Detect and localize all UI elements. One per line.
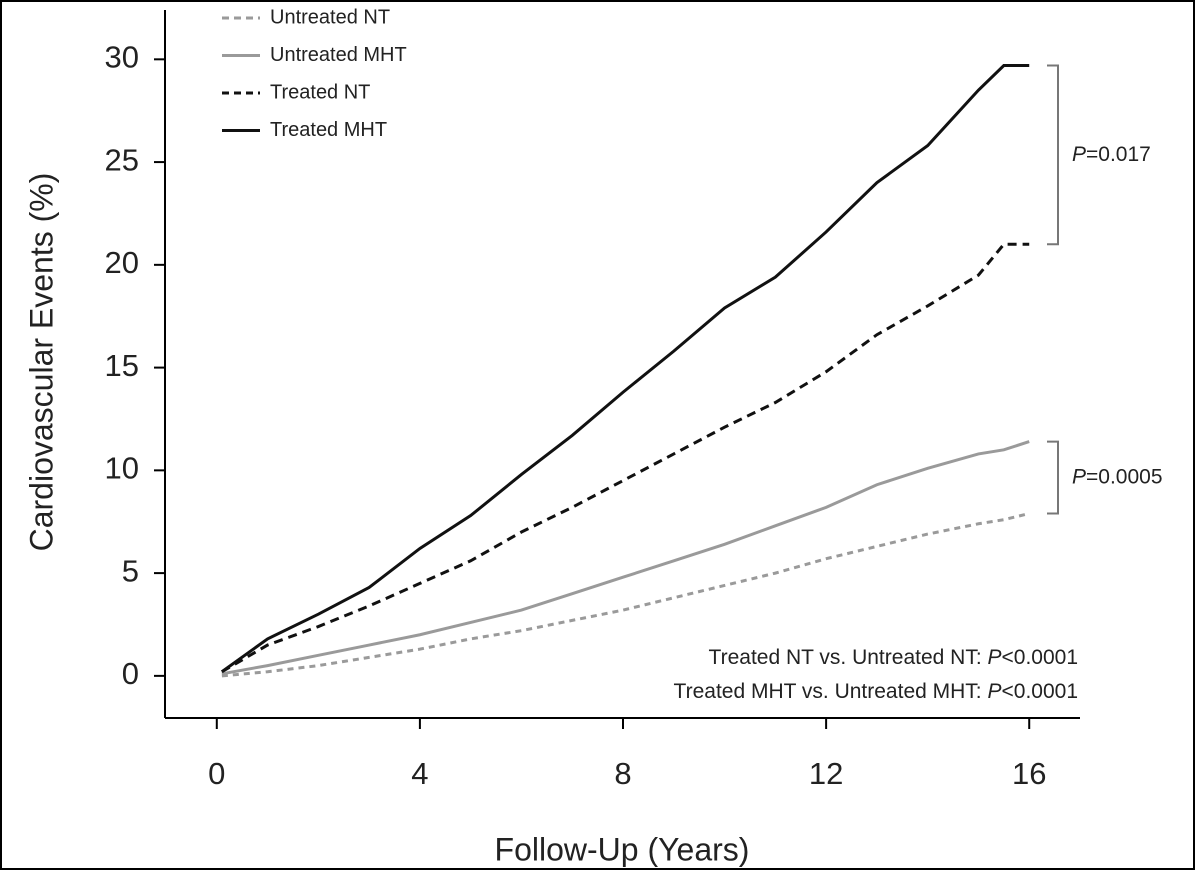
series-line xyxy=(220,63,1030,673)
bracket xyxy=(1047,440,1059,515)
y-tick-label: 25 xyxy=(105,142,139,177)
series-line xyxy=(221,440,1030,676)
annotation-part: P xyxy=(987,680,1001,703)
legend-label: Treated MHT xyxy=(270,119,387,141)
y-tick-label: 30 xyxy=(105,40,139,75)
y-tick-label: 10 xyxy=(105,451,139,486)
x-tick-label: 12 xyxy=(809,756,843,791)
annotation: P=0.017 xyxy=(1072,142,1151,165)
y-tick-label: 0 xyxy=(122,656,139,691)
x-tick-label: 8 xyxy=(614,756,631,791)
series-line xyxy=(221,512,1030,678)
x-tick-label: 4 xyxy=(411,756,428,791)
legend-label: Treated NT xyxy=(270,81,370,103)
annotation: P=0.0005 xyxy=(1072,465,1163,488)
series-line xyxy=(221,242,1030,674)
x-tick-label: 16 xyxy=(1012,756,1046,791)
annotation-part: Treated MHT vs. Untreated MHT: xyxy=(674,680,988,703)
x-tick-label: 0 xyxy=(208,756,225,791)
annotation-part: <0.0001 xyxy=(1002,680,1079,703)
y-tick-label: 5 xyxy=(122,553,139,588)
annotation-part: P xyxy=(987,646,1001,669)
annotation: Treated MHT vs. Untreated MHT: P<0.0001 xyxy=(674,680,1078,703)
annotation-part: =0.0005 xyxy=(1086,465,1163,488)
y-tick-label: 20 xyxy=(105,245,139,280)
x-axis-title: Follow-Up (Years) xyxy=(495,831,750,867)
y-axis-title: Cardiovascular Events (%) xyxy=(23,173,59,552)
bracket xyxy=(1047,64,1059,246)
annotation-part: P xyxy=(1072,142,1086,165)
legend-label: Untreated MHT xyxy=(270,44,407,66)
annotation-part: <0.0001 xyxy=(1002,646,1079,669)
annotation-part: =0.017 xyxy=(1086,142,1151,165)
y-tick-label: 15 xyxy=(105,348,139,383)
annotation: Treated NT vs. Untreated NT: P<0.0001 xyxy=(709,646,1078,669)
annotation-part: P xyxy=(1072,465,1086,488)
legend-label: Untreated NT xyxy=(270,6,390,28)
annotation-part: Treated NT vs. Untreated NT: xyxy=(709,646,988,669)
